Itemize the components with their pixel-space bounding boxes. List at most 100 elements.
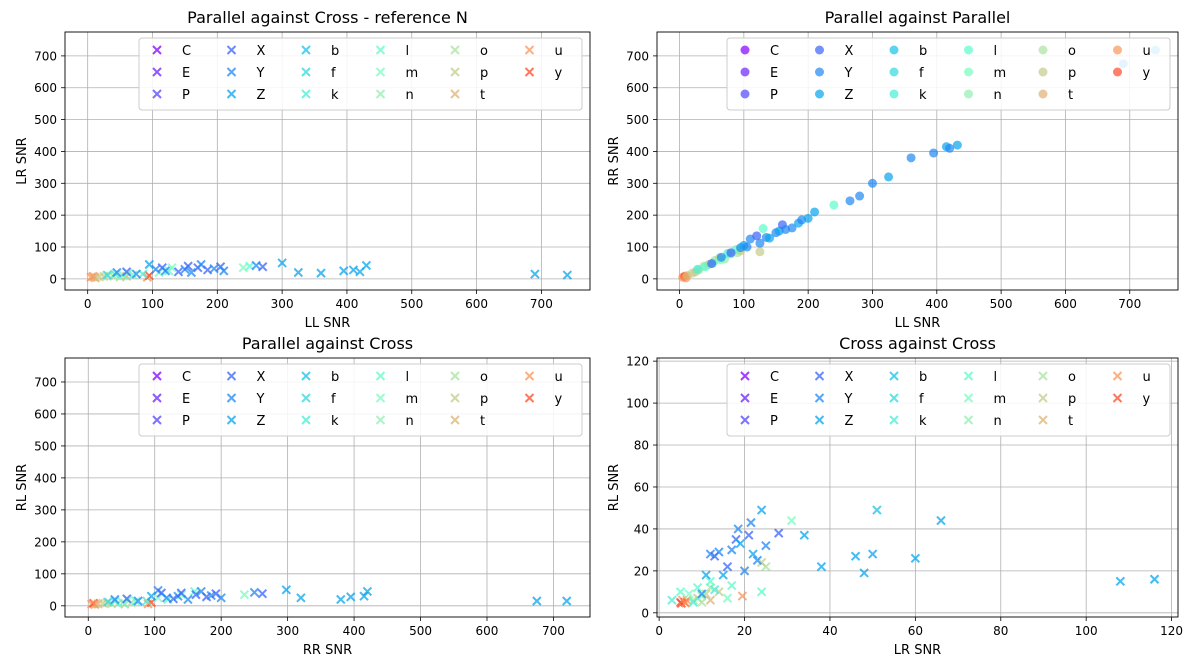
legend-marker (301, 67, 311, 77)
legend-marker (152, 67, 162, 77)
data-point (173, 267, 184, 277)
legend-marker (740, 371, 750, 381)
legend-label: k (331, 88, 339, 103)
legend-marker (301, 371, 311, 381)
legend-label: m (994, 66, 1007, 81)
legend-label: b (331, 370, 339, 385)
x-tick-label: 0 (655, 624, 663, 638)
data-point (786, 515, 797, 526)
data-point (167, 262, 177, 273)
legend-marker (1038, 45, 1048, 55)
x-tick-label: 200 (797, 297, 820, 311)
chart-title: Parallel against Cross - reference N (187, 8, 468, 27)
ticks: 0 100 200 300 400 500 600 700 0 100 200 300 400 500 60… (626, 49, 1141, 311)
x-tick-label: 400 (335, 297, 358, 311)
legend-marker (1112, 393, 1123, 403)
data-point (906, 153, 916, 163)
data-point (737, 591, 748, 601)
legend-marker (450, 415, 460, 425)
y-tick-label: 600 (34, 407, 57, 421)
legend-marker (1112, 371, 1123, 381)
data-point (758, 224, 768, 234)
x-tick-label: 80 (993, 624, 1008, 638)
data-point (680, 598, 691, 608)
legend-marker (226, 415, 237, 425)
legend-label: C (770, 370, 779, 385)
legend-label: o (480, 44, 488, 59)
legend-label: p (1068, 66, 1076, 81)
y-tick-label: 700 (626, 49, 649, 63)
data-point (562, 596, 572, 606)
data-point (1115, 576, 1126, 587)
legend-marker (740, 45, 750, 55)
legend-label: y (555, 392, 563, 407)
data-point (238, 262, 248, 273)
data-point (684, 589, 694, 599)
y-tick-label: 100 (626, 241, 649, 255)
legend-marker (375, 67, 386, 77)
data-point (346, 592, 356, 602)
data-point (361, 260, 372, 271)
legend-label: p (1068, 392, 1076, 407)
y-tick-label: 300 (34, 177, 57, 191)
legend-label: E (770, 392, 778, 407)
y-tick-label: 400 (34, 145, 57, 159)
data-point (532, 596, 542, 606)
data-point (675, 587, 686, 597)
data-point (183, 261, 193, 271)
legend-marker (815, 45, 824, 55)
y-tick-label: 200 (34, 209, 57, 223)
data-point (867, 178, 877, 188)
data-point (122, 594, 132, 604)
legend-label: l (994, 370, 998, 385)
data-point (872, 505, 882, 515)
y-tick-label: 0 (641, 272, 649, 286)
data-point (850, 551, 861, 561)
data-point (733, 524, 743, 534)
legend-label: n (406, 88, 414, 103)
y-tick-label: 200 (34, 535, 57, 549)
data-point (705, 576, 716, 587)
data-point (742, 242, 752, 252)
x-tick-label: 400 (343, 624, 366, 638)
data-point (829, 200, 839, 210)
legend-marker (152, 371, 162, 381)
legend-label: f (331, 66, 336, 81)
legend-marker (1038, 415, 1048, 425)
legend-marker (889, 67, 899, 77)
subplot-cross-vs-cross: 0 20 40 60 80 100 120 0 20 40 60 80 100 120 Cross agai… (607, 334, 1183, 658)
data-point (705, 595, 716, 605)
y-tick-label: 700 (34, 49, 57, 63)
y-tick-label: 600 (34, 81, 57, 95)
data-point (160, 266, 171, 276)
legend-label: C (182, 44, 191, 59)
legend-marker (815, 89, 824, 99)
legend-marker (1038, 67, 1048, 77)
data-point (755, 238, 765, 248)
x-tick-label: 700 (542, 624, 565, 638)
data-points (86, 258, 573, 283)
y-tick-label: 60 (634, 480, 649, 494)
y-tick-label: 300 (626, 177, 649, 191)
data-point (765, 233, 775, 243)
data-point (281, 585, 292, 595)
y-tick-label: 500 (34, 439, 57, 453)
y-tick-label: 100 (34, 567, 57, 581)
data-point (929, 148, 939, 158)
data-point (810, 207, 820, 217)
legend-label: X (257, 44, 266, 59)
legend-label: Y (256, 392, 265, 407)
data-point (131, 269, 142, 279)
legend-marker (226, 393, 237, 403)
data-point (748, 549, 758, 559)
data-point (112, 267, 122, 278)
legend-marker (1038, 371, 1048, 381)
data-point (110, 594, 120, 605)
legend-label: b (919, 370, 927, 385)
legend-marker (889, 45, 899, 55)
legend-marker (301, 415, 311, 425)
legend-label: l (406, 44, 410, 59)
subplot-parallel-vs-cross: 0 100 200 300 400 500 600 700 0 100 200 300 400 500 60… (15, 334, 591, 658)
